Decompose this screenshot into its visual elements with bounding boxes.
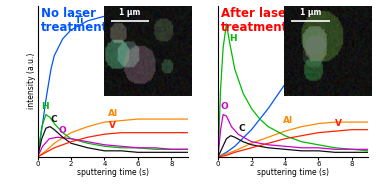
Text: No laser
treatment: No laser treatment bbox=[41, 7, 108, 34]
Text: V: V bbox=[335, 119, 342, 128]
X-axis label: sputtering time (s): sputtering time (s) bbox=[257, 168, 329, 177]
X-axis label: sputtering time (s): sputtering time (s) bbox=[77, 168, 149, 177]
Text: H: H bbox=[41, 102, 49, 111]
Text: Ti: Ti bbox=[310, 39, 320, 48]
Text: V: V bbox=[109, 121, 116, 130]
Text: Al: Al bbox=[283, 116, 293, 125]
Text: Al: Al bbox=[108, 109, 118, 118]
Text: H: H bbox=[229, 34, 237, 43]
Text: C: C bbox=[51, 115, 58, 124]
Text: O: O bbox=[221, 102, 229, 111]
Text: O: O bbox=[59, 126, 67, 135]
Text: 1 μm: 1 μm bbox=[119, 8, 141, 17]
Text: Ti: Ti bbox=[75, 16, 84, 25]
Text: 1 μm: 1 μm bbox=[300, 8, 321, 17]
Y-axis label: intensity (a.u.): intensity (a.u.) bbox=[27, 53, 36, 109]
Text: C: C bbox=[238, 124, 245, 133]
Text: After laser
treatment: After laser treatment bbox=[221, 7, 292, 34]
